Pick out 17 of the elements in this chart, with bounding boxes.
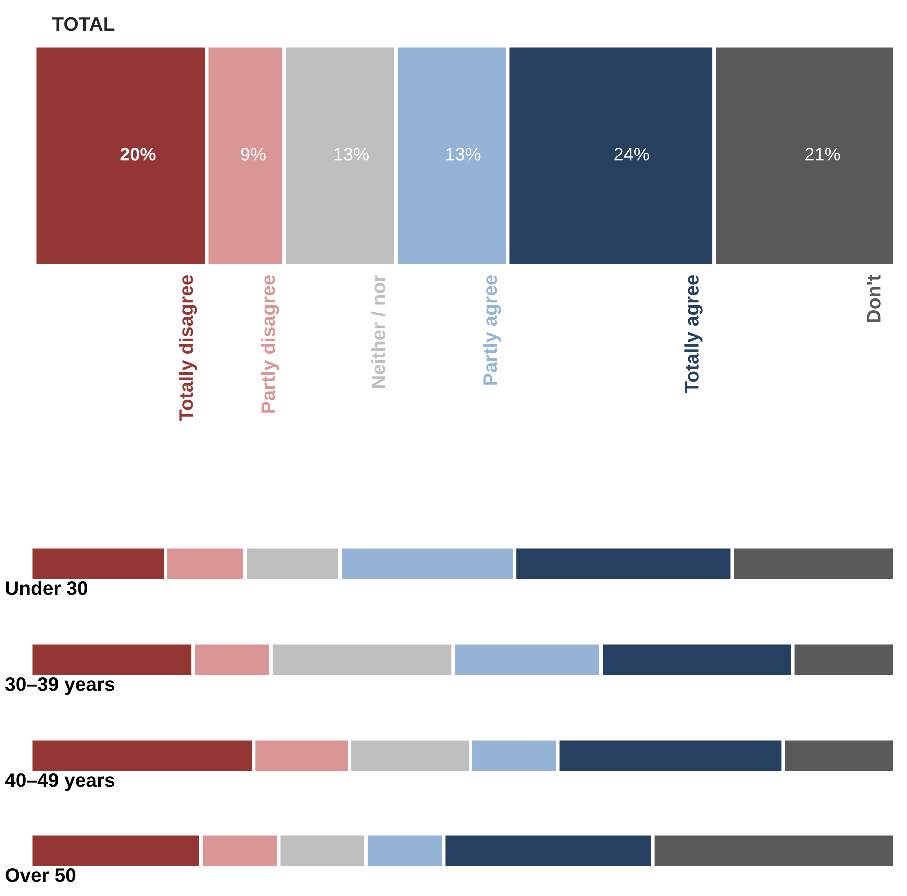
y-tick-label: 40–49 years — [5, 774, 115, 792]
text: Partly agree — [482, 275, 502, 385]
data-label: 20% — [120, 148, 156, 161]
text: Totally disagree — [178, 275, 198, 422]
data-label: 21% — [806, 148, 840, 161]
text: Totally agree — [684, 275, 703, 394]
y-tick-label: Over 50 — [6, 868, 76, 882]
text: Partly disagree — [261, 275, 280, 413]
data-label: 13% — [334, 148, 369, 161]
text: Don't — [867, 275, 881, 322]
y-tick-label: Under 30 — [6, 581, 88, 596]
chart-title: TOTAL — [52, 17, 115, 32]
data-label: 13% — [446, 148, 481, 161]
y-tick-label: 30–39 years — [6, 678, 115, 696]
data-label: 24% — [614, 148, 650, 161]
text: Neither / nor — [371, 275, 386, 388]
data-label: 9% — [241, 148, 266, 161]
